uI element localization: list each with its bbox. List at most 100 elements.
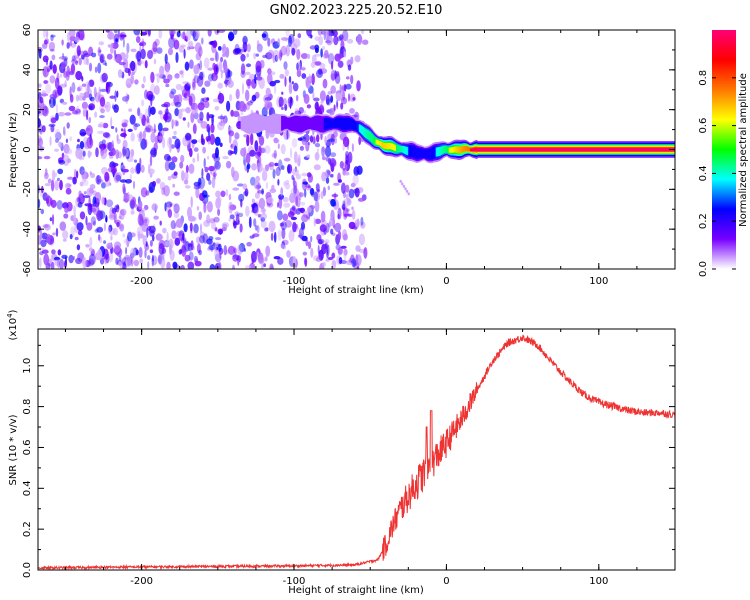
noise-speckle <box>52 232 56 236</box>
noise-speckle <box>217 208 221 216</box>
ridge-cell <box>380 141 382 147</box>
noise-speckle <box>75 148 83 159</box>
noise-speckle <box>83 56 88 65</box>
noise-speckle <box>144 249 147 259</box>
noise-speckle <box>156 47 163 54</box>
noise-speckle <box>324 135 327 144</box>
noise-speckle <box>50 34 56 38</box>
ridge-cell <box>310 117 312 129</box>
noise-speckle <box>327 245 330 256</box>
noise-speckle <box>161 247 167 254</box>
ridge-cell <box>412 145 415 158</box>
noise-speckle <box>264 102 270 111</box>
noise-speckle <box>265 245 271 257</box>
noise-speckle <box>192 78 196 88</box>
noise-speckle <box>310 61 316 68</box>
noise-speckle <box>107 226 112 234</box>
ridge-cell <box>365 129 367 139</box>
ridge-cell <box>627 148 629 151</box>
ridge-cell <box>349 118 351 130</box>
noise-speckle <box>252 234 255 239</box>
noise-speckle <box>88 93 93 100</box>
noise-speckle <box>245 78 252 87</box>
noise-speckle <box>178 45 185 53</box>
noise-speckle <box>167 74 173 81</box>
noise-speckle <box>94 111 98 118</box>
ridge-cell <box>598 148 601 151</box>
noise-speckle <box>150 132 156 143</box>
noise-speckle <box>162 227 167 234</box>
noise-speckle <box>290 216 297 221</box>
ridge-cell <box>507 148 509 151</box>
noise-speckle <box>208 244 216 251</box>
noise-speckle <box>170 88 177 95</box>
noise-speckle <box>153 123 156 134</box>
noise-speckle <box>322 45 325 51</box>
ridge-cell <box>668 148 670 151</box>
noise-speckle <box>295 196 298 207</box>
ridge-cell <box>579 148 581 151</box>
noise-speckle <box>61 39 64 46</box>
ridge-cell <box>406 146 409 156</box>
noise-speckle <box>53 256 61 261</box>
noise-speckle <box>193 147 199 152</box>
noise-speckle <box>217 46 222 51</box>
noise-speckle <box>130 210 135 215</box>
noise-speckle <box>153 215 159 220</box>
noise-speckle <box>270 232 274 241</box>
x-tick-label: 100 <box>589 576 608 587</box>
ridge-cell <box>244 116 246 133</box>
noise-speckle <box>280 144 286 155</box>
noise-speckle <box>255 175 261 182</box>
noise-speckle <box>133 30 141 36</box>
noise-speckle <box>79 141 85 150</box>
ridge-cell <box>284 116 287 129</box>
noise-speckle <box>169 30 177 35</box>
noise-speckle <box>180 108 186 112</box>
ridge-cell <box>472 148 474 151</box>
noise-speckle <box>87 203 94 208</box>
noise-speckle <box>74 236 79 241</box>
ridge-cell <box>473 148 476 151</box>
spectrogram-plot-area <box>38 30 675 269</box>
noise-speckle <box>116 90 119 98</box>
ridge-cell <box>335 117 338 128</box>
noise-speckle <box>253 218 257 227</box>
ridge-cell <box>257 114 259 133</box>
noise-speckle <box>246 241 252 247</box>
noise-speckle <box>51 214 55 226</box>
noise-speckle <box>153 58 157 65</box>
ridge-cell <box>452 147 454 153</box>
ridge-cell <box>611 148 613 151</box>
noise-speckle <box>341 182 346 194</box>
noise-speckle <box>164 160 170 172</box>
noise-speckle <box>40 208 45 215</box>
ridge-cell <box>454 146 457 153</box>
ridge-cell <box>276 113 278 134</box>
noise-speckle <box>217 228 224 235</box>
ridge-cell <box>252 113 254 134</box>
noise-speckle <box>320 48 323 58</box>
noise-speckle <box>337 207 342 220</box>
ridge-cell <box>532 148 534 151</box>
noise-speckle <box>174 119 178 127</box>
ridge-cell <box>442 146 444 154</box>
noise-speckle <box>264 256 268 262</box>
ridge-cell <box>356 122 358 132</box>
noise-speckle <box>193 112 199 120</box>
noise-speckle <box>148 163 151 175</box>
noise-speckle <box>341 203 346 211</box>
noise-speckle <box>163 113 169 121</box>
ridge-cell <box>396 144 398 153</box>
noise-speckle <box>98 86 101 99</box>
noise-speckle <box>209 57 215 61</box>
noise-speckle <box>347 213 353 217</box>
noise-speckle <box>142 75 146 84</box>
ridge-cell <box>601 148 603 151</box>
ridge-cell <box>243 116 246 132</box>
noise-speckle <box>284 69 290 77</box>
noise-speckle <box>129 174 132 180</box>
noise-speckle <box>68 254 74 264</box>
noise-speckle <box>324 49 329 59</box>
noise-speckle <box>285 30 290 37</box>
